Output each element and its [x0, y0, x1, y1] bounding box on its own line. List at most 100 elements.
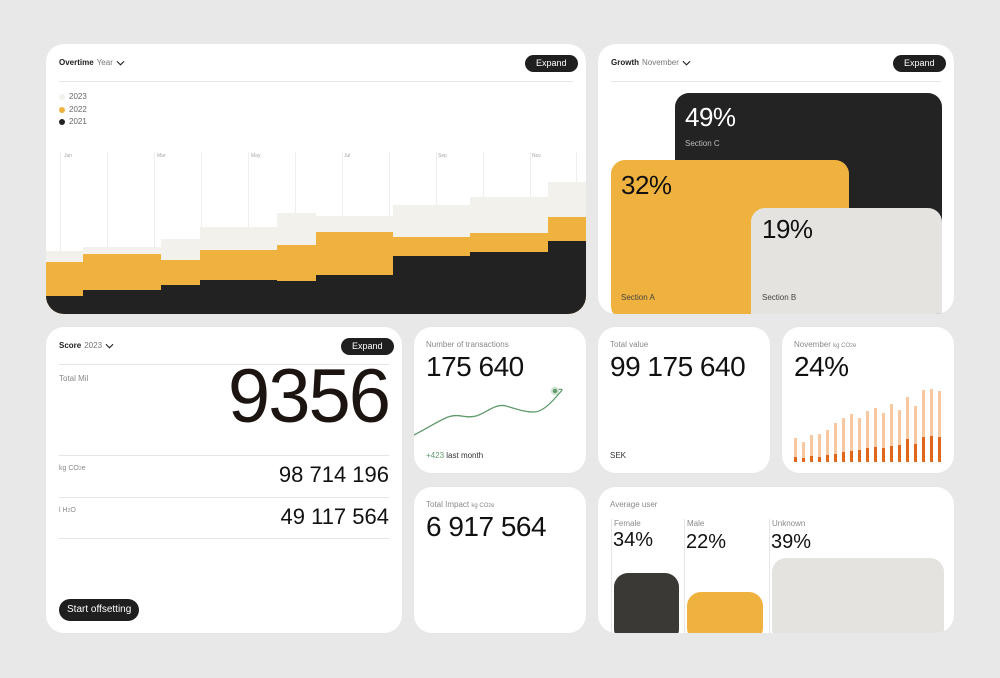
- overtime-filter: Year: [96, 58, 113, 67]
- bar-light: [834, 423, 837, 462]
- h2o-label-sub: 2: [67, 508, 71, 514]
- h2o-label-text: l H: [59, 507, 68, 514]
- section-b-label: Section B: [762, 293, 797, 302]
- november-label: November kg CO2e: [794, 340, 856, 349]
- overtime-stacked-chart: [46, 182, 586, 314]
- bar-light: [802, 442, 805, 462]
- bar-light: [842, 418, 845, 462]
- chevron-down-icon: [105, 343, 114, 349]
- unit-sub: 2: [850, 343, 853, 349]
- score-expand-button[interactable]: Expand: [341, 338, 394, 355]
- total-value-currency: SEK: [610, 451, 627, 460]
- chevron-down-icon: [682, 60, 691, 66]
- month-label: Mar: [157, 153, 166, 159]
- bar-dark: [906, 439, 909, 462]
- growth-card: Growth November Expand 49% Section C 32%…: [598, 44, 954, 314]
- bar-dark: [914, 444, 917, 462]
- sparkline-endpoint: [550, 386, 560, 396]
- november-label-unit: kg CO2e: [833, 343, 856, 349]
- unknown-label: Unknown: [772, 519, 806, 528]
- start-offsetting-button[interactable]: Start offsetting: [59, 599, 140, 621]
- november-value: 24%: [794, 351, 849, 382]
- divider: [59, 497, 389, 498]
- divider: [59, 81, 573, 82]
- average-user-card: Average user Female 34% Male 22% Unknown…: [598, 487, 954, 633]
- section-c-label: Section C: [685, 139, 720, 148]
- score-filter: 2023: [84, 341, 103, 350]
- bar-light: [930, 389, 933, 462]
- co2-label-sub: 2: [78, 466, 82, 472]
- overtime-expand-button[interactable]: Expand: [525, 55, 578, 72]
- bar-light: [882, 413, 885, 462]
- total-value-label: Total value: [610, 340, 649, 349]
- gridline: [154, 152, 155, 314]
- november-bar-chart: [794, 389, 941, 462]
- bar-light: [914, 406, 917, 462]
- legend-item-2022: 2022: [59, 104, 87, 117]
- legend-label: 2023: [69, 92, 87, 101]
- total-value-amount: 99 175 640: [610, 351, 746, 382]
- month-label: Jan: [64, 153, 73, 159]
- bar-dark: [874, 447, 877, 462]
- legend-label: 2021: [69, 117, 87, 126]
- transactions-sparkline: [414, 386, 563, 436]
- legend-swatch: [59, 106, 65, 113]
- divider: [59, 455, 389, 456]
- unit-text: kg CO: [471, 503, 489, 509]
- average-user-label: Average user: [610, 500, 658, 509]
- total-impact-label-unit: kg CO2e: [471, 503, 494, 509]
- month-label: May: [251, 153, 261, 159]
- growth-header[interactable]: Growth November: [611, 58, 691, 67]
- gridline: [107, 152, 108, 314]
- legend-swatch: [59, 119, 65, 126]
- bar-light: [810, 435, 813, 462]
- column-divider: [684, 519, 685, 633]
- co2-label-suffix: e: [81, 465, 86, 472]
- bar-dark: [850, 451, 853, 462]
- score-title: Score: [59, 341, 82, 350]
- transactions-card: Number of transactions 175 640 +423 last…: [414, 327, 586, 473]
- transactions-value: 175 640: [426, 351, 524, 382]
- month-label: Nov: [532, 153, 541, 159]
- bar-light: [906, 397, 909, 462]
- month-label: Jul: [344, 153, 351, 159]
- bar-light: [890, 404, 893, 462]
- bar-dark: [802, 458, 805, 462]
- bar-dark: [858, 450, 861, 462]
- bar-dark: [810, 456, 813, 462]
- female-label: Female: [614, 519, 641, 528]
- transactions-delta: +423: [426, 451, 445, 460]
- score-header[interactable]: Score 2023: [59, 341, 114, 350]
- growth-title: Growth: [611, 58, 639, 67]
- legend-item-2021: 2021: [59, 116, 87, 129]
- bar-dark: [818, 457, 821, 462]
- bar-light: [858, 418, 861, 462]
- bar-dark: [882, 448, 885, 462]
- total-mil-value: 9356: [227, 354, 391, 439]
- unit-text: kg CO: [833, 343, 851, 349]
- overtime-header[interactable]: Overtime Year: [59, 58, 125, 67]
- bar-dark: [826, 455, 829, 462]
- bar-light: [818, 434, 821, 462]
- bar-light: [922, 390, 925, 462]
- section-a-label: Section A: [621, 293, 655, 302]
- unit-sub: 2: [488, 503, 492, 509]
- total-impact-label: Total Impact kg CO2e: [426, 500, 495, 509]
- column-divider: [611, 519, 612, 633]
- co2-label: kg CO2e: [59, 465, 86, 472]
- growth-expand-button[interactable]: Expand: [893, 55, 946, 72]
- total-impact-label-text: Total Impact: [426, 500, 470, 509]
- transactions-delta-suffix: last month: [446, 451, 484, 460]
- section-b-percent: 19%: [762, 214, 813, 244]
- overtime-card: Overtime Year Expand 2023 2022 2021 Jan …: [46, 44, 586, 314]
- h2o-value: 49 117 564: [280, 504, 389, 529]
- divider: [59, 364, 389, 365]
- overtime-title: Overtime: [59, 58, 94, 67]
- section-a-percent: 32%: [621, 170, 672, 200]
- growth-filter: November: [642, 58, 679, 67]
- unit-suffix: e: [491, 503, 495, 509]
- series-2021-area: [46, 241, 586, 314]
- bar-dark: [938, 437, 941, 462]
- gridline: [60, 152, 61, 314]
- bar-dark: [898, 445, 901, 462]
